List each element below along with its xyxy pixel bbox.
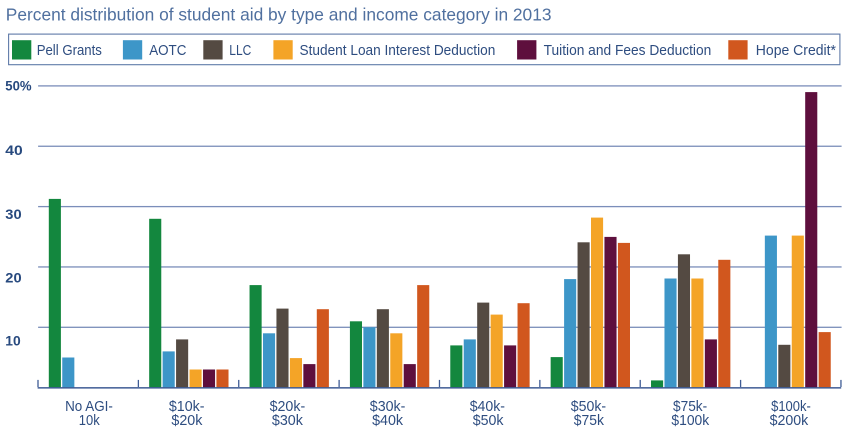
svg-text:$100k: $100k xyxy=(671,413,710,429)
svg-text:30: 30 xyxy=(5,206,22,222)
svg-text:Pell Grants: Pell Grants xyxy=(37,43,102,59)
svg-text:20: 20 xyxy=(5,270,22,286)
svg-text:$30k: $30k xyxy=(272,413,304,429)
svg-text:$200k: $200k xyxy=(770,413,810,429)
svg-text:$10k-: $10k- xyxy=(169,399,205,415)
svg-text:$75k: $75k xyxy=(574,413,605,429)
svg-text:AOTC: AOTC xyxy=(149,43,186,59)
svg-text:10: 10 xyxy=(5,333,21,349)
svg-text:$40k: $40k xyxy=(372,413,404,429)
svg-text:Percent distribution of studen: Percent distribution of student aid by t… xyxy=(6,4,552,24)
svg-text:50%: 50% xyxy=(5,77,32,93)
svg-text:Tuition and Fees Deduction: Tuition and Fees Deduction xyxy=(544,43,712,59)
svg-text:LLC: LLC xyxy=(229,43,251,59)
svg-text:$20k-: $20k- xyxy=(270,399,306,415)
svg-text:$75k-: $75k- xyxy=(673,399,707,415)
svg-text:Hope Credit*: Hope Credit* xyxy=(756,43,836,59)
svg-text:$20k: $20k xyxy=(171,413,203,429)
svg-text:Student Loan Interest Deductio: Student Loan Interest Deduction xyxy=(300,43,496,59)
svg-text:$50k-: $50k- xyxy=(571,399,607,415)
svg-text:No AGI-: No AGI- xyxy=(65,399,113,415)
svg-text:$100k-: $100k- xyxy=(771,399,811,415)
svg-text:$50k: $50k xyxy=(473,413,505,429)
svg-text:$40k-: $40k- xyxy=(470,399,506,415)
svg-text:40: 40 xyxy=(5,142,23,158)
svg-text:$30k-: $30k- xyxy=(370,399,406,415)
svg-text:10k: 10k xyxy=(79,413,101,429)
